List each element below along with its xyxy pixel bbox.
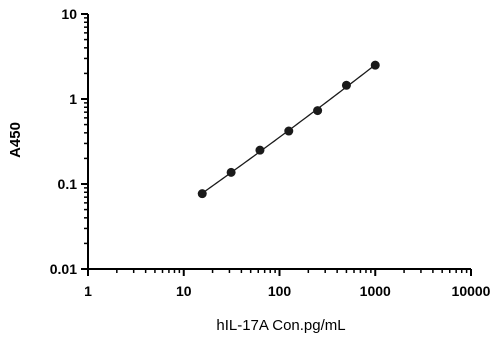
y-tick-label: 1 bbox=[69, 91, 77, 107]
data-point bbox=[341, 80, 351, 90]
x-tick-label: 10000 bbox=[452, 283, 491, 299]
y-tick-label: 0.01 bbox=[50, 261, 77, 277]
x-tick-label: 1 bbox=[84, 283, 92, 299]
ticks bbox=[81, 13, 472, 276]
y-axis-label: A450 bbox=[7, 122, 24, 158]
data-point bbox=[226, 167, 236, 177]
data-points bbox=[197, 60, 380, 199]
data-point bbox=[284, 126, 294, 136]
data-point bbox=[197, 189, 207, 199]
y-tick-label: 10 bbox=[61, 6, 77, 22]
y-tick-label: 0.1 bbox=[58, 176, 78, 192]
x-axis-label: hIL-17A Con.pg/mL bbox=[216, 317, 345, 334]
x-tick-label: 100 bbox=[268, 283, 292, 299]
data-point bbox=[370, 60, 380, 70]
axes bbox=[87, 14, 471, 270]
data-point bbox=[255, 145, 265, 155]
data-point bbox=[313, 106, 323, 116]
x-tick-label: 1000 bbox=[360, 283, 391, 299]
tick-labels: 1 10 100 1000 10000 0.01 0.1 1 10 bbox=[50, 6, 491, 299]
x-tick-label: 10 bbox=[176, 283, 192, 299]
